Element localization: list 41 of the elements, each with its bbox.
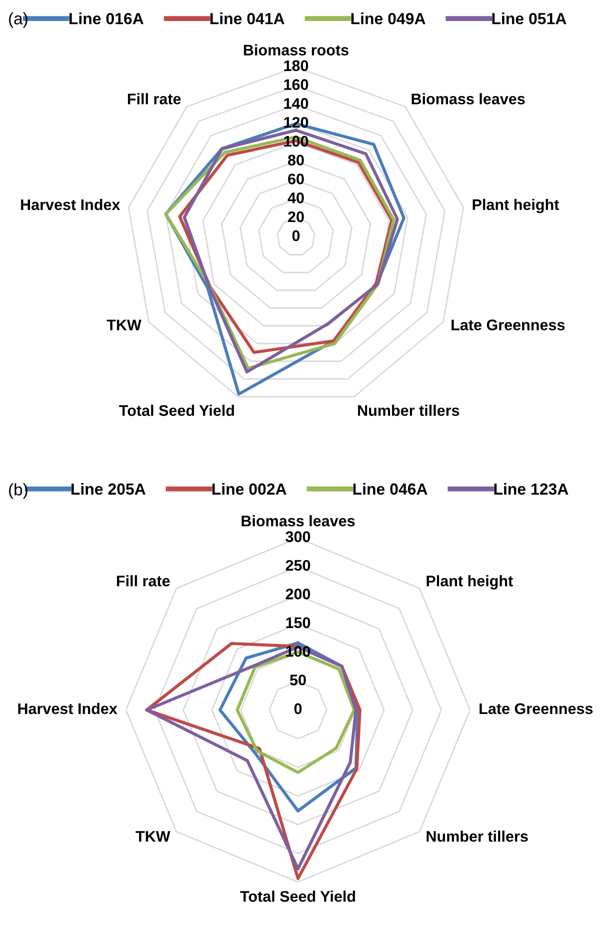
y-tick-label: 80 [288,154,304,166]
spoke-label: Total Seed Yield [240,890,356,902]
y-tick-label: 0 [292,230,300,242]
legend-label: Line 123A [494,483,568,495]
legend-label: Line 016A [70,12,144,24]
y-tick-label: 160 [284,79,308,90]
legend-label: Line 205A [72,483,146,495]
spoke-label: Late Greenness [480,703,593,714]
legend-label: Line 002A [212,483,286,495]
spoke-label: Number tillers [426,830,528,842]
y-tick-label: 50 [290,674,306,686]
spoke-label: Fill rate [128,93,181,104]
spoke-label: Plant height [426,575,513,590]
y-tick-label: 300 [286,531,310,542]
spoke-label: TKW [136,831,170,842]
y-tick-label: 150 [286,617,310,628]
spoke-label: Biomass leaves [242,515,355,526]
legend-label: Line 041A [210,12,284,24]
spoke-label: Biomass roots [244,44,348,56]
spoke-label: Late Greenness [452,320,565,330]
legend-label: Line 049A [351,12,426,24]
y-tick-label: 200 [286,588,310,600]
spoke-label: Harvest Index [21,198,120,210]
y-tick-label: 60 [288,174,304,184]
y-tick-label: 180 [284,60,308,72]
spoke-label: Number tillers [358,404,460,416]
y-tick-label: 20 [288,211,304,222]
legend-label: Line 046A [353,483,428,495]
y-tick-label: 0 [294,703,302,714]
spoke-label: Biomass leaves [412,93,525,104]
spoke-label: Total Seed Yield [119,404,234,416]
spoke-label: TKW [106,320,142,330]
y-tick-label: 140 [284,98,308,109]
y-tick-label: 250 [286,560,310,571]
spoke-label: Fill rate [116,575,170,586]
chart-title: (b) [9,483,28,499]
legend-label: Line 051A [492,12,566,24]
spoke-label: Plant height [472,198,560,214]
spoke-label: Harvest Index [18,702,118,714]
y-tick-label: 40 [288,192,304,204]
chart-title: (a) [9,12,28,28]
